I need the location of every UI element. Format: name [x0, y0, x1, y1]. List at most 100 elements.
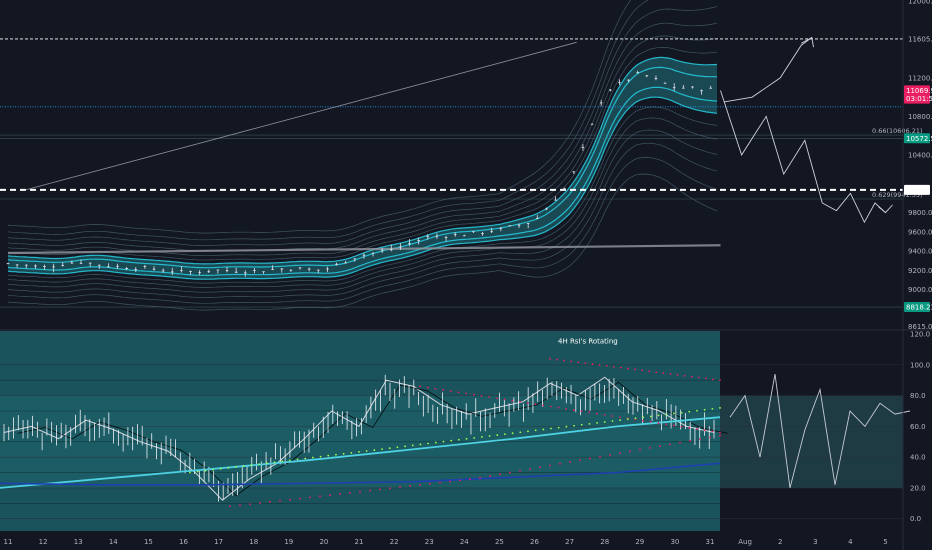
pink-dots-upper — [526, 402, 529, 404]
pink-dots-upper — [549, 405, 552, 408]
green-dots — [657, 414, 660, 417]
rsi-line — [3, 376, 715, 501]
price-tick-label: 9600.00 — [908, 228, 932, 236]
pink-dots-top — [584, 362, 587, 365]
date-tick-label: 30 — [670, 538, 679, 546]
green-dots — [365, 450, 368, 452]
green-dots — [196, 470, 199, 473]
green-dots — [665, 413, 668, 416]
ma-slow-line — [0, 462, 721, 486]
pink-dots-lower — [319, 495, 321, 498]
pink-dots-lower — [609, 454, 611, 456]
price-tick-label: 12000.00 — [908, 0, 932, 5]
pink-dots-lower — [709, 436, 711, 439]
price-band-lower-4 — [7, 117, 718, 288]
pink-dots-top — [704, 377, 707, 380]
green-dots — [411, 444, 414, 447]
price-axis[interactable]: 12000.00 11605.00 11200.00 10800.00 10400.00… — [904, 0, 932, 331]
pink-dots-upper — [449, 390, 452, 393]
green-dots — [288, 459, 291, 462]
pink-dots-lower — [229, 505, 231, 508]
pink-dots-lower — [679, 441, 681, 444]
date-tick-label: 20 — [319, 538, 328, 546]
green-dots — [473, 436, 476, 439]
pink-dots-top — [627, 367, 629, 370]
green-dots — [688, 410, 691, 413]
green-dots — [273, 461, 276, 464]
date-tick-label: 17 — [214, 538, 223, 546]
pink-dots-lower — [269, 500, 271, 503]
price-panel[interactable]: 0.66(10606.21) 0.629(9941.35) — [0, 0, 923, 311]
green-dots — [335, 453, 337, 456]
price-badge-label: 10572.51 — [906, 135, 932, 143]
pink-dots-lower — [389, 487, 391, 490]
trendline-upper — [25, 41, 577, 191]
green-dots — [611, 420, 614, 422]
green-dots — [588, 422, 591, 425]
pink-dots-lower — [279, 499, 281, 502]
green-dots — [419, 443, 422, 446]
pink-dots-top — [563, 359, 566, 362]
pink-dots-lower — [639, 448, 641, 451]
green-dots — [350, 451, 353, 454]
green-dots — [703, 408, 706, 411]
pink-dots-lower — [479, 476, 481, 479]
price-tick-label: 8615.00 — [908, 323, 932, 331]
green-dots — [388, 447, 391, 450]
oscillator-tick-label: 20.0 — [910, 484, 926, 492]
pink-dots-lower — [259, 502, 261, 504]
green-dots — [457, 438, 460, 441]
green-dots — [534, 429, 537, 432]
green-dots — [511, 432, 514, 435]
pink-dots-upper — [634, 418, 637, 421]
oscillator-panel[interactable]: 4H RsI's Rotating — [0, 331, 911, 531]
pink-dots-lower — [629, 450, 631, 453]
price-badge-label: 8818.21 — [906, 304, 932, 312]
price-tick-label: 10400.00 — [908, 151, 932, 159]
pink-dots-lower — [379, 488, 381, 491]
oscillator-axis[interactable]: 120.0 100.0 80.0 60.0 40.0 20.0 0.0 — [910, 331, 930, 524]
oscillator-tick-label: 60.0 — [910, 423, 926, 431]
pink-dots-upper — [542, 404, 544, 407]
pink-dots-lower — [669, 443, 671, 446]
price-band-lower-3 — [7, 106, 718, 284]
green-dots — [319, 455, 322, 458]
pink-dots-upper — [465, 392, 468, 395]
pink-dots-lower — [619, 452, 621, 455]
pink-dots-lower — [559, 462, 561, 465]
pink-dots-lower — [459, 479, 461, 482]
date-tick-label: 4 — [848, 538, 853, 546]
price-band-lower-2 — [7, 96, 718, 280]
oscillator-tick-label: 80.0 — [910, 392, 926, 400]
pink-dots-upper — [711, 430, 714, 433]
pink-dots-top — [641, 369, 643, 372]
green-dots — [219, 467, 222, 470]
date-tick-label: 15 — [144, 538, 153, 546]
pink-dots-upper — [642, 419, 644, 422]
green-dots — [227, 466, 230, 469]
pink-dots-upper — [688, 426, 691, 429]
pink-dots-upper — [703, 429, 706, 432]
pink-dots-top — [712, 378, 714, 381]
pink-dots-lower — [239, 504, 241, 507]
green-dots — [204, 469, 207, 472]
oscillator-tick-label: 100.0 — [910, 361, 930, 369]
pink-dots-upper — [472, 393, 475, 396]
green-dots — [235, 466, 237, 468]
date-tick-label: 14 — [109, 538, 118, 546]
price-tick-label: 9800.00 — [908, 209, 932, 217]
pink-dots-upper — [442, 389, 444, 391]
green-dots — [565, 425, 568, 428]
green-dots — [619, 419, 622, 421]
pink-dots-lower — [249, 503, 251, 506]
price-badge — [904, 302, 930, 313]
green-dots — [496, 434, 499, 436]
green-dots — [580, 423, 583, 426]
price-badge-label: 11069.99 — [906, 87, 932, 95]
green-dots — [719, 407, 721, 409]
green-dots — [427, 442, 430, 445]
green-dots — [550, 427, 552, 430]
green-dots — [396, 446, 399, 449]
